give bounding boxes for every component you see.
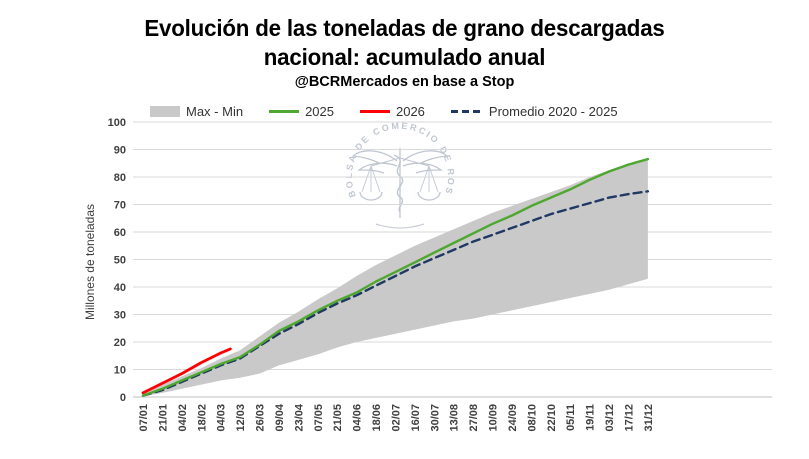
- x-tick-label: 22/10: [546, 404, 558, 432]
- series-promedio-2020---2025: [141, 190, 650, 397]
- x-tick-label: 13/08: [449, 404, 461, 432]
- legend-item: 2026: [359, 104, 425, 119]
- y-tick-label: 100: [108, 117, 126, 129]
- x-tick-label: 21/05: [332, 404, 344, 432]
- series-2025: [141, 157, 650, 397]
- x-tick-label: 08/10: [526, 404, 538, 432]
- y-tick-label: 30: [114, 310, 126, 322]
- y-axis-ticks: 0 10 20 30 40 50 60 70 80 90 100: [108, 117, 126, 404]
- x-tick-label: 04/06: [352, 404, 364, 432]
- y-tick-label: 10: [114, 365, 126, 377]
- legend-swatch-line: [269, 110, 300, 113]
- caduceus-icon: [351, 148, 449, 229]
- x-tick-label: 12/03: [235, 404, 247, 432]
- x-tick-label: 30/07: [429, 404, 441, 432]
- y-tick-label: 70: [114, 200, 126, 212]
- legend-swatch-line: [359, 110, 390, 113]
- x-tick-label: 04/03: [216, 404, 228, 432]
- y-tick-label: 0: [120, 392, 126, 404]
- x-tick-label: 07/05: [313, 404, 325, 432]
- chart-title-line-1: Evolución de las toneladas de grano desc…: [144, 15, 665, 41]
- bcr-watermark-seal: BOLSA DE COMERCIO DE ROSARIO: [0, 0, 456, 229]
- x-tick-label: 23/04: [293, 403, 305, 431]
- y-tick-label: 90: [114, 145, 126, 157]
- y-tick-label: 80: [114, 172, 126, 184]
- x-tick-label: 17/12: [624, 404, 636, 432]
- x-tick-label: 26/03: [255, 404, 267, 432]
- legend-item: Max - Min: [150, 104, 243, 119]
- legend-item: 2025: [269, 104, 334, 119]
- x-tick-label: 03/12: [604, 404, 616, 432]
- x-tick-label: 19/11: [585, 404, 597, 431]
- y-tick-label: 60: [114, 227, 126, 239]
- x-tick-label: 18/02: [196, 404, 208, 432]
- x-tick-label: 21/01: [157, 404, 169, 432]
- legend-label: Max - Min: [186, 104, 244, 119]
- x-tick-label: 07/01: [138, 404, 150, 432]
- x-tick-label: 04/02: [177, 404, 189, 432]
- chart-title-line-2: nacional: acumulado anual: [263, 44, 546, 71]
- x-axis-ticks: 07/01 21/01 04/02 18/02 04/03 12/03 26/03 09/04…: [138, 403, 655, 431]
- y-tick-label: 50: [114, 255, 126, 267]
- legend-label: 2026: [395, 104, 425, 119]
- legend-label: 2025: [305, 104, 334, 119]
- legend-label: Promedio 2020 - 2025: [488, 104, 618, 119]
- chart-subtitle: @BCRMercados en base a Stop: [294, 73, 515, 90]
- x-tick-label: 05/11: [565, 404, 577, 431]
- x-tick-label: 18/06: [371, 404, 383, 432]
- x-tick-label: 09/04: [274, 403, 286, 431]
- chart-header: Evolución de las toneladas de grano desc…: [0, 14, 809, 90]
- x-tick-label: 02/07: [391, 404, 403, 432]
- legend-item: Promedio 2020 - 2025: [450, 104, 618, 119]
- watermark-text: BOLSA DE COMERCIO DE ROSARIO: [0, 0, 456, 199]
- legend-swatch-dashed: [450, 110, 483, 113]
- x-tick-label: 31/12: [643, 404, 655, 432]
- x-tick-label: 10/09: [488, 404, 500, 432]
- y-tick-label: 20: [114, 337, 126, 349]
- legend: Max - Min 2025 2026 Promedio 2020 - 2025: [150, 104, 618, 119]
- x-tick-label: 24/09: [507, 404, 519, 432]
- legend-swatch-band: [150, 106, 180, 117]
- x-tick-label: 16/07: [410, 404, 422, 432]
- x-tick-label: 27/08: [468, 404, 480, 432]
- series-2026: [141, 347, 232, 395]
- y-tick-label: 40: [114, 282, 126, 294]
